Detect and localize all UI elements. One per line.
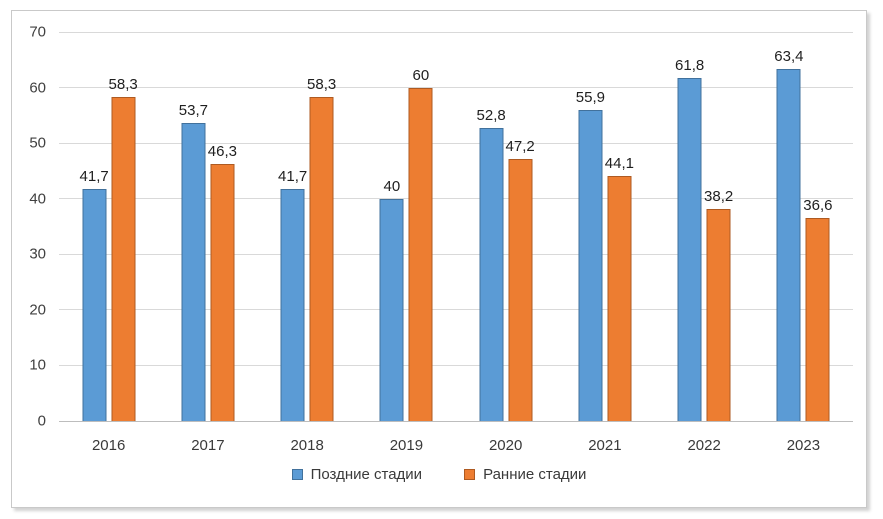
bar-wrap: 47,2 — [506, 138, 535, 421]
legend-marker-icon — [291, 469, 303, 480]
bar-group: 55,9 44,1 — [576, 89, 634, 421]
chart-legend: Поздние стадии Ранние стадии — [12, 466, 866, 483]
bar-wrap: 52,8 — [477, 107, 506, 421]
early-stage-bar — [805, 217, 830, 421]
bar-wrap: 61,8 — [675, 57, 704, 421]
bar-wrap: 58,3 — [307, 76, 336, 421]
legend-item: Поздние стадии — [291, 466, 423, 483]
bar-wrap: 53,7 — [179, 102, 208, 421]
data-label: 46,3 — [207, 142, 237, 160]
data-label: 58,3 — [307, 76, 337, 93]
early-stage-bar — [309, 97, 334, 421]
data-label: 58,3 — [108, 76, 138, 93]
gridline — [59, 87, 853, 89]
x-axis-tick-label: 2023 — [786, 437, 821, 454]
bar-wrap: 46,3 — [208, 143, 237, 421]
bar-wrap: 60 — [408, 67, 433, 421]
gridline — [59, 253, 853, 255]
late-stage-bar — [379, 198, 404, 421]
early-stage-bar — [508, 158, 533, 421]
bar-wrap: 41,7 — [278, 168, 307, 421]
early-stage-bar — [607, 175, 632, 421]
data-label: 40 — [383, 177, 401, 195]
late-stage-bar — [181, 122, 206, 421]
data-label: 60 — [412, 66, 430, 84]
early-stage-bar — [111, 97, 136, 421]
late-stage-bar — [82, 189, 107, 421]
data-label: 41,7 — [278, 168, 308, 186]
bar-wrap: 38,2 — [704, 188, 733, 421]
y-axis-tick-label: 10 — [29, 356, 46, 374]
y-axis-tick-label: 60 — [29, 79, 46, 97]
early-stage-bar — [408, 87, 433, 421]
y-axis-tick-label: 20 — [29, 301, 46, 319]
gridline — [59, 142, 853, 144]
data-label: 55,9 — [575, 89, 605, 107]
x-axis-tick-label: 2017 — [191, 437, 225, 454]
late-stage-bar — [479, 127, 504, 421]
bar-wrap: 36,6 — [803, 197, 832, 421]
data-label: 52,8 — [476, 106, 506, 124]
data-label: 61,8 — [675, 56, 705, 74]
late-stage-bar — [776, 68, 801, 421]
plot-area: 0 10 20 30 40 50 60 70 41,7 58,3 2016 53,7 46,3 2017 4… — [29, 24, 853, 454]
data-label: 63,4 — [774, 47, 804, 65]
late-stage-bar — [280, 189, 305, 421]
gridline — [59, 31, 853, 33]
late-stage-bar — [677, 77, 702, 421]
bar-group: 41,7 58,3 — [80, 76, 138, 421]
gridline — [59, 198, 853, 200]
y-axis-tick-label: 70 — [29, 23, 46, 41]
bar-wrap: 55,9 — [576, 89, 605, 421]
gridline — [59, 309, 853, 311]
legend-marker-icon — [464, 469, 476, 480]
chart-frame: 0 10 20 30 40 50 60 70 41,7 58,3 2016 53,7 46,3 2017 4… — [11, 10, 867, 508]
early-stage-bar — [210, 163, 235, 421]
bar-wrap: 41,7 — [80, 168, 109, 421]
legend-label: Ранние стадии — [483, 466, 587, 483]
x-axis-tick-label: 2019 — [389, 437, 424, 454]
bar-group: 61,8 38,2 — [675, 57, 733, 421]
y-axis-tick-label: 50 — [29, 134, 46, 152]
x-axis-tick-label: 2018 — [290, 437, 324, 454]
bar-group: 53,7 46,3 — [179, 102, 237, 421]
data-label: 44,1 — [604, 154, 634, 172]
data-label: 36,6 — [803, 196, 833, 214]
early-stage-bar — [706, 208, 731, 421]
x-axis-tick-label: 2020 — [488, 437, 523, 454]
y-axis-tick-label: 0 — [37, 412, 46, 430]
x-axis-tick-label: 2021 — [588, 437, 622, 454]
bar-group: 40 60 — [379, 67, 433, 421]
bar-wrap: 63,4 — [774, 48, 803, 421]
bar-wrap: 44,1 — [605, 155, 634, 421]
data-label: 53,7 — [178, 101, 208, 119]
bar-group: 63,4 36,6 — [774, 48, 832, 421]
bar-wrap: 58,3 — [109, 76, 138, 421]
late-stage-bar — [578, 110, 603, 421]
legend-item: Ранние стадии — [464, 466, 586, 483]
data-label: 38,2 — [704, 187, 734, 205]
bar-wrap: 40 — [379, 178, 404, 421]
y-axis-tick-label: 30 — [29, 245, 46, 263]
x-axis-tick-label: 2016 — [91, 437, 126, 454]
x-axis-tick-label: 2022 — [687, 437, 721, 454]
bar-group: 41,7 58,3 — [278, 76, 336, 421]
bar-group: 52,8 47,2 — [477, 107, 535, 421]
y-axis-tick-label: 40 — [29, 190, 46, 208]
legend-label: Поздние стадии — [310, 466, 423, 483]
data-label: 41,7 — [79, 168, 109, 186]
x-axis-line — [59, 420, 853, 422]
data-label: 47,2 — [505, 137, 535, 155]
gridline — [59, 364, 853, 366]
